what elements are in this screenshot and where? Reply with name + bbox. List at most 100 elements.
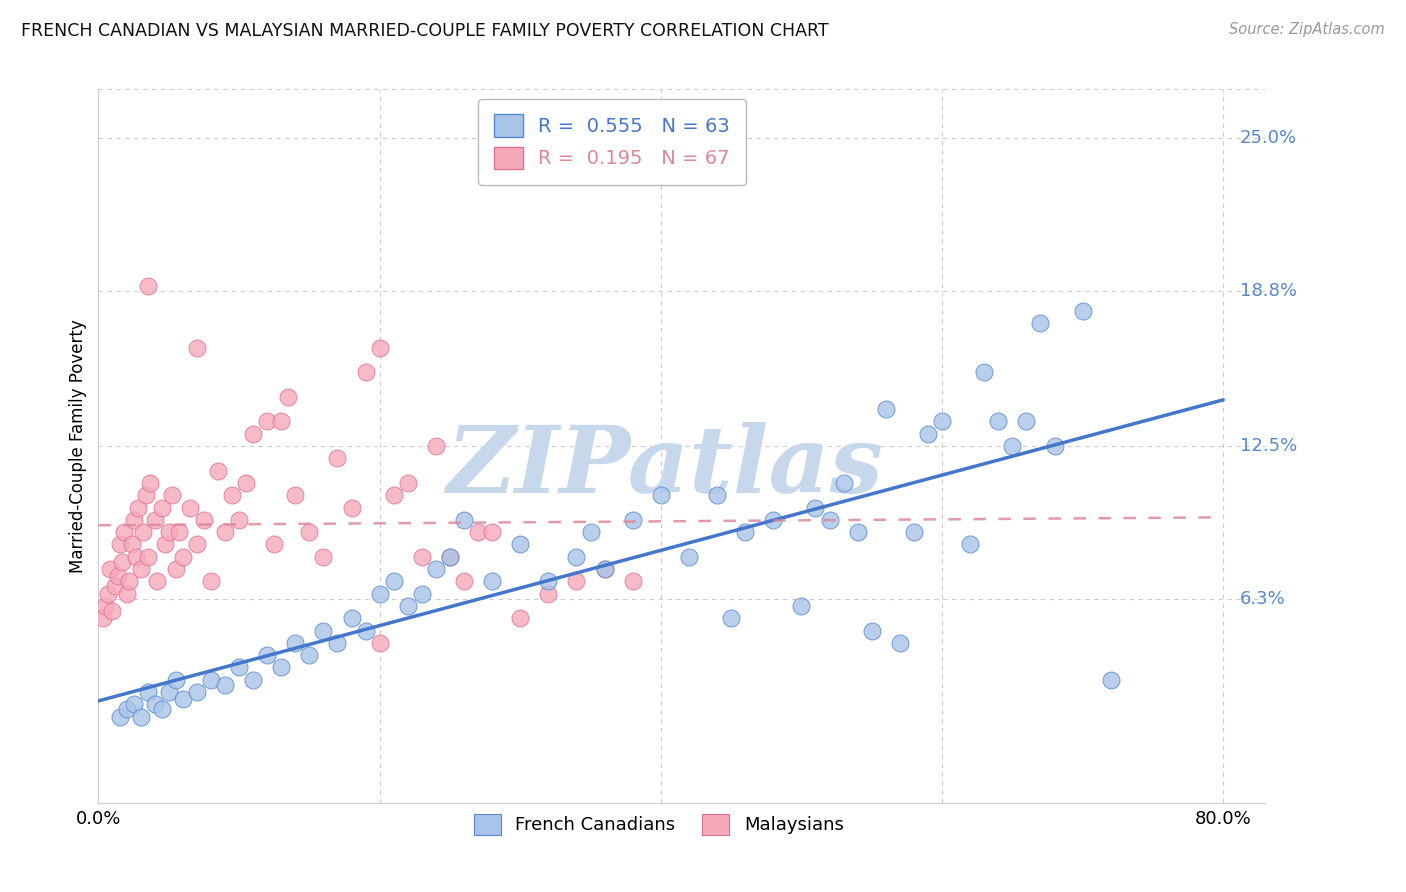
Point xyxy=(382,488,405,502)
Point xyxy=(263,537,285,551)
Point xyxy=(368,636,391,650)
Text: 6.3%: 6.3% xyxy=(1240,590,1286,607)
Point xyxy=(122,698,145,712)
Point xyxy=(706,488,728,502)
Point xyxy=(136,279,159,293)
Point xyxy=(150,702,173,716)
Point xyxy=(621,513,644,527)
Point xyxy=(340,500,363,515)
Point xyxy=(368,587,391,601)
Point xyxy=(115,587,138,601)
Point xyxy=(165,673,187,687)
Point xyxy=(579,525,602,540)
Point xyxy=(108,537,131,551)
Point xyxy=(1043,439,1066,453)
Point xyxy=(860,624,883,638)
Point xyxy=(987,414,1010,428)
Point xyxy=(411,549,433,564)
Point xyxy=(207,464,229,478)
Text: ZIPatlas: ZIPatlas xyxy=(446,423,883,512)
Point xyxy=(115,702,138,716)
Point xyxy=(256,648,278,662)
Point xyxy=(650,488,672,502)
Point xyxy=(1071,303,1094,318)
Point xyxy=(143,698,166,712)
Point xyxy=(235,475,257,490)
Point xyxy=(125,549,148,564)
Point xyxy=(411,587,433,601)
Point xyxy=(354,624,377,638)
Point xyxy=(875,402,897,417)
Point xyxy=(193,513,215,527)
Text: 12.5%: 12.5% xyxy=(1240,437,1298,455)
Point xyxy=(121,537,143,551)
Point xyxy=(135,488,157,502)
Point xyxy=(340,611,363,625)
Point xyxy=(1015,414,1038,428)
Point xyxy=(101,604,124,618)
Text: 25.0%: 25.0% xyxy=(1240,129,1298,147)
Text: 18.8%: 18.8% xyxy=(1240,282,1298,300)
Point xyxy=(108,709,131,723)
Point xyxy=(537,574,560,589)
Point xyxy=(150,500,173,515)
Point xyxy=(200,574,222,589)
Point xyxy=(127,500,149,515)
Point xyxy=(621,574,644,589)
Point xyxy=(720,611,742,625)
Point xyxy=(903,525,925,540)
Text: FRENCH CANADIAN VS MALAYSIAN MARRIED-COUPLE FAMILY POVERTY CORRELATION CHART: FRENCH CANADIAN VS MALAYSIAN MARRIED-COU… xyxy=(21,22,828,40)
Point xyxy=(565,574,588,589)
Point xyxy=(1029,316,1052,330)
Point xyxy=(242,673,264,687)
Point xyxy=(112,525,135,540)
Point xyxy=(146,574,169,589)
Point xyxy=(270,414,292,428)
Point xyxy=(129,562,152,576)
Point xyxy=(593,562,616,576)
Point xyxy=(1001,439,1024,453)
Point xyxy=(439,549,461,564)
Point xyxy=(917,426,939,441)
Point xyxy=(153,537,176,551)
Point xyxy=(277,390,299,404)
Point xyxy=(136,685,159,699)
Point xyxy=(889,636,911,650)
Point xyxy=(396,475,419,490)
Point xyxy=(425,439,447,453)
Text: Source: ZipAtlas.com: Source: ZipAtlas.com xyxy=(1229,22,1385,37)
Point xyxy=(818,513,841,527)
Point xyxy=(97,587,120,601)
Point xyxy=(537,587,560,601)
Point xyxy=(104,579,127,593)
Point xyxy=(172,549,194,564)
Point xyxy=(804,500,827,515)
Point xyxy=(467,525,489,540)
Point xyxy=(214,678,236,692)
Point xyxy=(200,673,222,687)
Point xyxy=(298,648,321,662)
Point xyxy=(256,414,278,428)
Point xyxy=(107,569,129,583)
Point xyxy=(143,513,166,527)
Point xyxy=(846,525,869,540)
Point xyxy=(312,624,335,638)
Point xyxy=(172,692,194,706)
Point xyxy=(228,660,250,674)
Point xyxy=(326,636,349,650)
Point xyxy=(368,341,391,355)
Text: 0.0%: 0.0% xyxy=(76,810,121,828)
Point xyxy=(1099,673,1122,687)
Point xyxy=(593,562,616,576)
Point xyxy=(326,451,349,466)
Point xyxy=(425,562,447,576)
Point xyxy=(118,574,141,589)
Point xyxy=(91,611,114,625)
Point xyxy=(122,513,145,527)
Point xyxy=(832,475,855,490)
Point xyxy=(179,500,201,515)
Point xyxy=(453,513,475,527)
Point xyxy=(481,525,503,540)
Point xyxy=(762,513,785,527)
Point xyxy=(228,513,250,527)
